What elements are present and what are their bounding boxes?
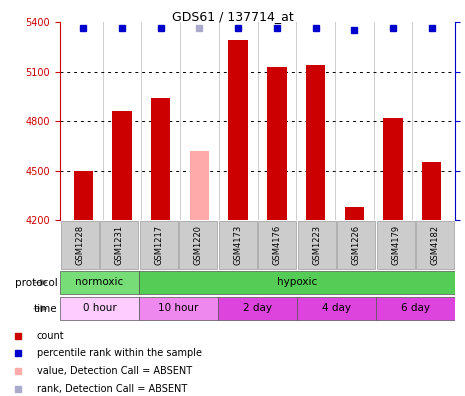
Bar (73, 171, 93, 220)
Text: percentile rank within the sample: percentile rank within the sample (37, 348, 201, 358)
Bar (60, 297, 139, 320)
Text: GSM1226: GSM1226 (352, 225, 361, 265)
Bar (140, 221, 178, 269)
Text: GSM1220: GSM1220 (194, 225, 203, 265)
Bar (219, 221, 257, 269)
Text: GSM1228: GSM1228 (75, 225, 84, 265)
Bar (228, 40, 248, 220)
Bar (416, 221, 454, 269)
Bar (139, 271, 455, 294)
Text: 2 day: 2 day (243, 303, 272, 313)
Text: GSM4179: GSM4179 (391, 225, 400, 265)
Bar (337, 221, 375, 269)
Text: GSM1231: GSM1231 (115, 225, 124, 265)
Bar (112, 111, 132, 220)
Text: GSM4173: GSM4173 (233, 225, 242, 265)
Bar (61, 221, 99, 269)
Text: count: count (37, 331, 64, 341)
Text: 4 day: 4 day (322, 303, 351, 313)
Bar (60, 271, 139, 294)
Bar (218, 297, 297, 320)
Bar (100, 221, 138, 269)
Bar (258, 221, 296, 269)
Bar (139, 297, 218, 320)
Text: rank, Detection Call = ABSENT: rank, Detection Call = ABSENT (37, 384, 187, 394)
Bar (376, 297, 455, 320)
Bar (151, 98, 170, 220)
Text: GDS61 / 137714_at: GDS61 / 137714_at (172, 10, 293, 23)
Bar (179, 221, 217, 269)
Bar (422, 162, 441, 220)
Text: GSM1217: GSM1217 (154, 225, 163, 265)
Bar (190, 151, 209, 220)
Text: GSM4176: GSM4176 (273, 225, 282, 265)
Text: 0 hour: 0 hour (83, 303, 116, 313)
Text: time: time (34, 303, 58, 314)
Bar (298, 221, 336, 269)
Bar (267, 67, 286, 220)
Text: GSM4182: GSM4182 (431, 225, 440, 265)
Bar (306, 65, 326, 220)
Bar (345, 207, 364, 220)
Text: hypoxic: hypoxic (277, 277, 317, 287)
Text: 6 day: 6 day (401, 303, 430, 313)
Bar (297, 297, 376, 320)
Text: protocol: protocol (15, 278, 58, 287)
Bar (377, 221, 415, 269)
Text: GSM1223: GSM1223 (312, 225, 321, 265)
Text: normoxic: normoxic (75, 277, 124, 287)
Text: value, Detection Call = ABSENT: value, Detection Call = ABSENT (37, 366, 192, 376)
Text: 10 hour: 10 hour (158, 303, 199, 313)
Bar (383, 118, 403, 220)
